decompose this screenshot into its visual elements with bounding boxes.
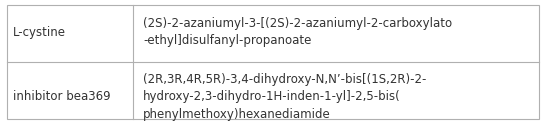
Text: inhibitor bea369: inhibitor bea369: [13, 90, 111, 103]
Text: (2R,3R,4R,5R)-3,4-dihydroxy-N,N’-bis[(1S,2R)-2-
hydroxy-2,3-dihydro-1H-inden-1-y: (2R,3R,4R,5R)-3,4-dihydroxy-N,N’-bis[(1S…: [143, 73, 426, 121]
Text: (2S)-2-azaniumyl-3-[(2S)-2-azaniumyl-2-carboxylato
-ethyl]disulfanyl-propanoate: (2S)-2-azaniumyl-3-[(2S)-2-azaniumyl-2-c…: [143, 17, 452, 47]
Text: L-cystine: L-cystine: [13, 26, 66, 39]
